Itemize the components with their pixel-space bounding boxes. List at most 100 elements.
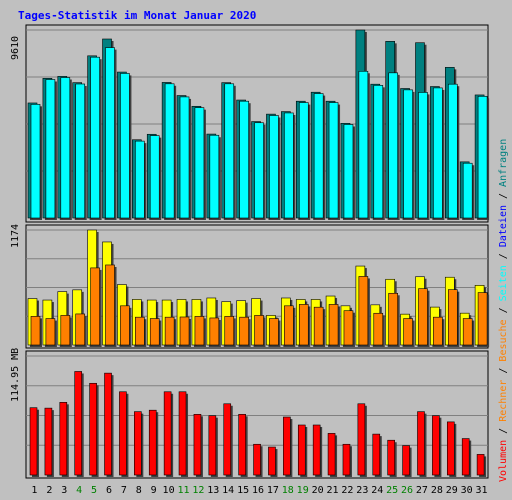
- day-label-5: 5: [91, 485, 97, 496]
- visits-besuche-bar-day-16: [254, 315, 264, 346]
- chart-title: Tages-Statistik im Monat Januar 2020: [18, 9, 256, 22]
- day-label-27: 27: [416, 485, 428, 496]
- legend-item-anfragen: Anfragen: [498, 139, 509, 187]
- volume-volumen-bar-day-23: [357, 403, 366, 476]
- visits-besuche-bar-day-12: [194, 316, 205, 346]
- day-label-10: 10: [163, 485, 175, 496]
- volume-volumen-bar-day-27: [417, 411, 425, 476]
- legend: Volumen / Rechner / Besuche / Seiten / D…: [498, 139, 509, 482]
- volume-volumen-bar-day-14: [223, 403, 232, 476]
- volume-volumen-bar-day-11: [178, 391, 187, 476]
- volume-volumen-bar-day-20: [312, 424, 321, 476]
- day-label-20: 20: [312, 485, 324, 496]
- volume-volumen-bar-day-5: [89, 382, 97, 476]
- requests-dateien-bar-day-14: [224, 83, 235, 219]
- visits-besuche-bar-day-7: [120, 305, 130, 346]
- visits-besuche-bar-day-3: [60, 315, 71, 346]
- volume-panel: [25, 350, 489, 479]
- day-label-19: 19: [297, 485, 309, 496]
- day-label-12: 12: [192, 485, 204, 496]
- requests-dateien-bar-day-27: [418, 92, 428, 219]
- volume-axis-max-label: 114.95 MB: [10, 348, 21, 402]
- visits-besuche-bar-day-10: [164, 316, 175, 346]
- volume-volumen-bar-day-15: [238, 414, 246, 476]
- day-label-2: 2: [46, 485, 52, 496]
- requests-dateien-bar-day-3: [60, 77, 71, 219]
- visits-panel: [25, 224, 490, 349]
- day-label-8: 8: [136, 485, 142, 496]
- volume-volumen-bar-day-17: [268, 446, 276, 476]
- requests-dateien-bar-day-15: [239, 100, 249, 219]
- visits-besuche-bar-day-6: [105, 264, 115, 346]
- requests-dateien-bar-day-17: [269, 115, 279, 219]
- day-label-24: 24: [371, 485, 383, 496]
- volume-volumen-bar-day-9: [148, 409, 157, 476]
- day-label-7: 7: [121, 485, 127, 496]
- day-label-16: 16: [252, 485, 264, 496]
- day-label-3: 3: [61, 485, 67, 496]
- volume-volumen-bar-day-4: [74, 371, 83, 476]
- day-label-9: 9: [151, 485, 157, 496]
- volume-volumen-bar-day-18: [283, 416, 291, 476]
- volume-volumen-bar-day-21: [327, 433, 336, 476]
- requests-dateien-bar-day-30: [462, 162, 473, 219]
- day-label-4: 4: [76, 485, 82, 496]
- day-label-14: 14: [222, 485, 234, 496]
- day-label-13: 13: [207, 485, 219, 496]
- volume-volumen-bar-day-26: [402, 445, 410, 476]
- visits-besuche-bar-day-31: [477, 292, 488, 346]
- requests-dateien-bar-day-12: [194, 107, 205, 219]
- visits-besuche-bar-day-19: [298, 304, 309, 346]
- requests-dateien-bar-day-5: [90, 56, 100, 219]
- volume-volumen-bar-day-22: [342, 443, 351, 476]
- day-label-1: 1: [31, 485, 37, 496]
- visits-besuche-bar-day-21: [328, 304, 339, 346]
- requests-dateien-bar-day-29: [447, 83, 458, 219]
- requests-dateien-bar-day-31: [477, 96, 488, 219]
- requests-dateien-bar-day-1: [30, 104, 41, 219]
- volume-volumen-bar-day-25: [387, 439, 395, 476]
- volume-volumen-bar-day-31: [476, 454, 485, 476]
- visits-besuche-bar-day-28: [433, 316, 443, 346]
- day-label-30: 30: [461, 485, 473, 496]
- legend-separator: /: [498, 247, 509, 265]
- visits-besuche-bar-day-22: [343, 310, 354, 346]
- volume-volumen-bar-day-29: [446, 421, 455, 476]
- day-label-23: 23: [356, 485, 368, 496]
- visits-axis-max-label: 1174: [10, 224, 21, 248]
- requests-dateien-bar-day-28: [433, 87, 443, 219]
- visits-besuche-bar-day-27: [418, 288, 428, 346]
- requests-dateien-bar-day-2: [45, 79, 56, 219]
- visits-besuche-bar-day-11: [179, 316, 190, 346]
- legend-separator: /: [498, 422, 509, 440]
- volume-volumen-bar-day-19: [297, 424, 306, 476]
- volume-volumen-bar-day-13: [208, 415, 217, 476]
- requests-dateien-bar-day-10: [164, 83, 175, 219]
- volume-volumen-bar-day-30: [461, 438, 470, 476]
- legend-text: Volumen / Rechner / Besuche / Seiten / D…: [498, 139, 509, 482]
- volume-volumen-bar-day-12: [193, 414, 202, 476]
- day-label-18: 18: [282, 485, 294, 496]
- day-label-17: 17: [267, 485, 279, 496]
- visits-besuche-bar-day-15: [239, 316, 249, 346]
- requests-dateien-bar-day-25: [388, 72, 398, 219]
- requests-dateien-bar-day-4: [75, 83, 86, 219]
- visits-besuche-bar-day-5: [90, 267, 100, 346]
- visits-besuche-bar-day-20: [313, 306, 324, 346]
- requests-dateien-bar-day-22: [343, 124, 354, 219]
- requests-dateien-bar-day-24: [373, 85, 384, 219]
- visits-besuche-bar-day-30: [462, 318, 473, 346]
- visits-besuche-bar-day-4: [75, 313, 86, 346]
- requests-axis-max-label: 9610: [10, 36, 21, 60]
- visits-besuche-bar-day-18: [284, 305, 294, 346]
- requests-dateien-bar-day-16: [254, 122, 264, 219]
- requests-dateien-bar-day-13: [209, 134, 220, 219]
- visits-besuche-bar-day-8: [135, 316, 145, 346]
- legend-item-besuche: Besuche: [498, 319, 509, 361]
- legend-item-seiten: Seiten: [498, 265, 509, 301]
- legend-item-dateien: Dateien: [498, 205, 509, 247]
- volume-volumen-bar-day-16: [253, 443, 261, 476]
- day-label-21: 21: [326, 485, 338, 496]
- volume-volumen-bar-day-2: [44, 407, 53, 476]
